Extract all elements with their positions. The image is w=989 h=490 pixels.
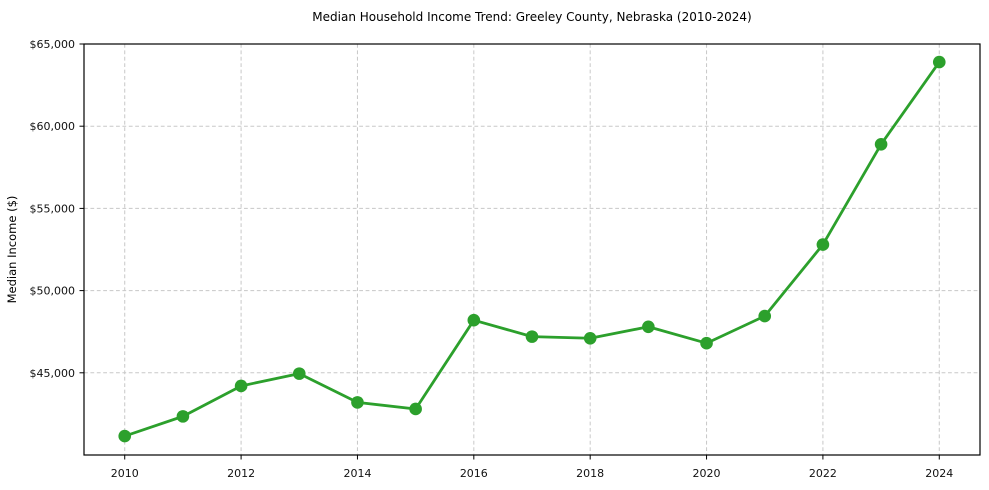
data-point-2014 [351, 396, 364, 409]
x-tick-label: 2022 [809, 467, 837, 480]
y-tick-label: $55,000 [30, 202, 76, 215]
data-point-2020 [700, 336, 713, 350]
y-axis-label: Median Income ($) [5, 196, 19, 304]
y-tick-label: $60,000 [30, 120, 76, 133]
plot-area: $45,000 $50,000 $55,000 $60,000 $65,000 2010 2… [30, 38, 981, 480]
data-point-2012 [234, 379, 248, 393]
x-tick-label: 2010 [111, 467, 139, 480]
data-point-2018 [583, 331, 597, 345]
x-tick-label: 2016 [460, 467, 488, 480]
y-tick-label: $45,000 [30, 367, 76, 380]
data-point-2019 [642, 320, 655, 334]
data-point-2013 [292, 367, 306, 380]
data-point-2010 [118, 429, 132, 443]
x-tick-label: 2014 [343, 467, 371, 480]
data-point-2024 [932, 55, 946, 69]
x-tick-label: 2020 [693, 467, 721, 480]
data-point-2016 [467, 313, 481, 327]
x-tick-label: 2012 [227, 467, 255, 480]
y-tick-label: $50,000 [30, 285, 76, 298]
data-point-2011 [176, 410, 190, 423]
data-point-2015 [409, 402, 422, 416]
y-tick-label: $65,000 [30, 38, 76, 51]
x-tick-label: 2018 [576, 467, 604, 480]
income-trend-line [123, 60, 941, 438]
data-point-2017 [525, 330, 539, 343]
x-tick-label: 2024 [925, 467, 953, 480]
chart-title: Median Household Income Trend: Greeley C… [312, 10, 751, 24]
data-point-2021 [758, 309, 772, 323]
plot-border [83, 43, 981, 456]
data-point-2022 [816, 238, 830, 251]
data-point-2023 [874, 137, 888, 151]
